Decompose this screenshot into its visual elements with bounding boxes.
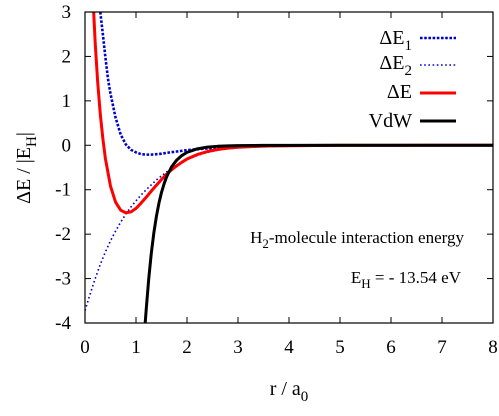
- series-line-delta-e1: [99, 12, 493, 156]
- legend-entry-delta-e2: ΔE2: [379, 52, 456, 79]
- x-tick-label-7: 7: [437, 337, 447, 358]
- legend-label-delta-e2: ΔE2: [379, 52, 412, 79]
- tick-labels: 0 1 2 3 4 5 6 7 8 3 2 1 0 -1 -2 -3 -4: [55, 2, 498, 358]
- y-tick-label-neg2: -2: [55, 224, 71, 245]
- legend: ΔE1 ΔE2 ΔE VdW: [369, 27, 456, 132]
- y-tick-label-neg3: -3: [55, 269, 71, 290]
- plot-frame: [84, 11, 494, 324]
- x-tick-label-1: 1: [131, 337, 141, 358]
- legend-label-vdw: VdW: [369, 110, 412, 132]
- legend-entry-delta-e: ΔE: [387, 81, 456, 103]
- legend-label-delta-e1: ΔE1: [379, 27, 412, 54]
- x-tick-label-5: 5: [335, 337, 345, 358]
- annotation-eh-value: EH = - 13.54 eV: [351, 268, 462, 291]
- legend-entry-delta-e1: ΔE1: [379, 27, 456, 54]
- annotation-title: H2-molecule interaction energy: [250, 228, 464, 251]
- x-tick-label-6: 6: [386, 337, 396, 358]
- x-tick-label-0: 0: [80, 337, 90, 358]
- y-tick-label-0: 0: [62, 135, 72, 156]
- x-tick-label-4: 4: [284, 337, 294, 358]
- legend-entry-vdw: VdW: [369, 110, 456, 132]
- series-line-vdw: [143, 143, 493, 323]
- x-tick-label-3: 3: [233, 337, 243, 358]
- x-axis-label: r / a0: [270, 378, 309, 405]
- y-tick-label-2: 2: [62, 46, 72, 67]
- y-tick-label-1: 1: [62, 91, 72, 112]
- x-tick-label-2: 2: [182, 337, 192, 358]
- legend-label-delta-e: ΔE: [387, 81, 412, 103]
- series-curves: [85, 12, 493, 323]
- y-tick-label-3: 3: [62, 2, 72, 23]
- y-tick-label-neg1: -1: [55, 180, 71, 201]
- y-axis-label: ΔE / |EH|: [13, 132, 40, 204]
- x-tick-label-8: 8: [488, 337, 498, 358]
- y-tick-label-neg4: -4: [55, 313, 71, 334]
